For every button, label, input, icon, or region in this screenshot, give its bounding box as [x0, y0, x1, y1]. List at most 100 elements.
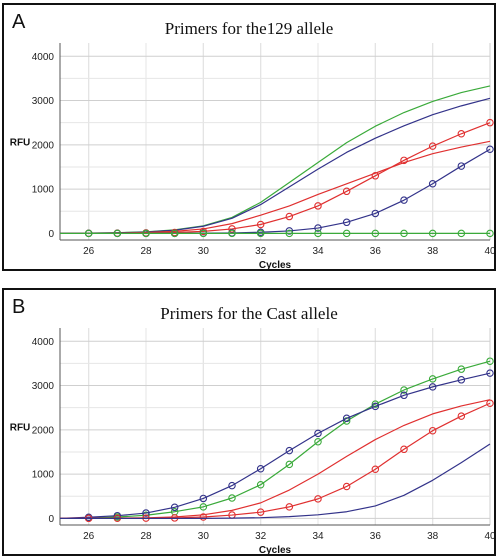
data-point — [142, 509, 150, 517]
data-point — [228, 481, 236, 490]
data-point — [285, 227, 294, 235]
x-axis-label: Cycles — [259, 260, 292, 269]
data-point — [457, 162, 466, 170]
y-tick-label: 2000 — [32, 425, 55, 436]
data-point — [371, 229, 380, 238]
x-tick-label: 30 — [198, 246, 210, 257]
y-tick-label: 1000 — [32, 185, 55, 196]
y-tick-label: 3000 — [32, 96, 55, 107]
data-point — [371, 172, 380, 180]
y-axis-label: RFU — [10, 138, 31, 149]
data-point — [428, 142, 437, 150]
series-line — [59, 360, 491, 519]
x-tick-label: 40 — [484, 531, 494, 542]
data-point — [170, 503, 179, 512]
data-point — [486, 357, 494, 365]
data-point — [199, 494, 208, 503]
data-point — [400, 391, 408, 400]
data-point — [428, 375, 437, 383]
y-axis-label: RFU — [10, 423, 31, 434]
x-tick-label: 34 — [312, 246, 324, 257]
data-point — [314, 202, 322, 210]
data-point — [342, 218, 351, 227]
x-tick-label: 38 — [427, 531, 439, 542]
y-tick-label: 0 — [48, 229, 54, 240]
series-line — [60, 443, 491, 519]
x-tick-label: 36 — [370, 246, 382, 257]
y-tick-label: 0 — [48, 514, 54, 525]
x-tick-label: 36 — [370, 531, 382, 542]
x-tick-label: 26 — [83, 531, 95, 542]
data-point — [486, 229, 494, 238]
data-point — [314, 438, 322, 446]
data-point — [199, 513, 208, 521]
data-point — [371, 465, 380, 473]
series-line — [59, 97, 491, 234]
data-point — [314, 224, 322, 232]
data-point — [457, 376, 466, 384]
x-tick-label: 28 — [140, 531, 152, 542]
x-tick-label: 28 — [140, 246, 152, 257]
data-point — [342, 187, 351, 196]
x-axis-label: Cycles — [259, 545, 292, 554]
data-point — [199, 229, 208, 238]
data-point — [457, 412, 466, 420]
data-point — [314, 495, 322, 503]
data-point — [256, 220, 265, 229]
data-point — [428, 180, 437, 188]
data-point — [400, 156, 408, 165]
y-tick-label: 1000 — [32, 470, 55, 481]
data-point — [486, 118, 494, 127]
data-point — [342, 229, 351, 238]
y-tick-label: 3000 — [32, 381, 55, 392]
plot-area: 26 28 30 32 34 36 38 40 0 1000 2000 3000 4000 Cycles R… — [10, 328, 494, 554]
data-point — [457, 229, 466, 238]
panel-label: B — [12, 296, 26, 318]
data-point — [285, 212, 294, 221]
data-point — [400, 196, 408, 204]
x-tick-label: 30 — [198, 531, 210, 542]
data-point — [256, 508, 265, 516]
y-tick-label: 2000 — [32, 140, 55, 151]
data-point — [314, 429, 322, 438]
data-point — [457, 130, 466, 138]
data-point — [228, 229, 236, 238]
x-tick-label: 32 — [255, 531, 267, 542]
data-point — [486, 369, 494, 377]
y-tick-label: 4000 — [32, 337, 55, 348]
data-point — [228, 494, 236, 502]
data-point — [256, 229, 265, 238]
panel-label: A — [12, 11, 26, 33]
series-line — [59, 122, 491, 234]
data-point — [113, 229, 122, 238]
series-line — [60, 402, 491, 519]
data-point — [342, 482, 351, 491]
x-tick-label: 34 — [312, 531, 324, 542]
chart-title: Primers for the129 allele — [164, 19, 334, 38]
data-point — [314, 229, 322, 238]
data-point — [199, 503, 208, 511]
data-point — [371, 400, 380, 408]
data-point — [428, 426, 437, 435]
data-point — [371, 402, 380, 411]
chart-panel-b: B Primers for the Cast allele 26 28 30 32 34… — [2, 288, 496, 556]
data-point — [428, 383, 437, 391]
plot-area: 26 28 30 32 34 36 38 40 0 1000 2000 3000 4000 Cycles R… — [10, 43, 494, 269]
series-line — [59, 372, 491, 519]
y-tick-label: 4000 — [32, 52, 55, 63]
data-point — [228, 225, 236, 233]
data-point — [457, 365, 466, 373]
data-point — [285, 229, 294, 238]
data-point — [285, 503, 294, 511]
data-point — [256, 480, 265, 489]
chart-title: Primers for the Cast allele — [160, 304, 338, 323]
data-point — [428, 229, 437, 238]
data-point — [84, 229, 93, 238]
data-point — [285, 460, 294, 469]
data-point — [400, 229, 408, 238]
data-point — [256, 465, 265, 473]
x-tick-label: 26 — [83, 246, 95, 257]
data-point — [486, 399, 494, 408]
data-point — [400, 386, 408, 394]
data-point — [170, 229, 179, 238]
